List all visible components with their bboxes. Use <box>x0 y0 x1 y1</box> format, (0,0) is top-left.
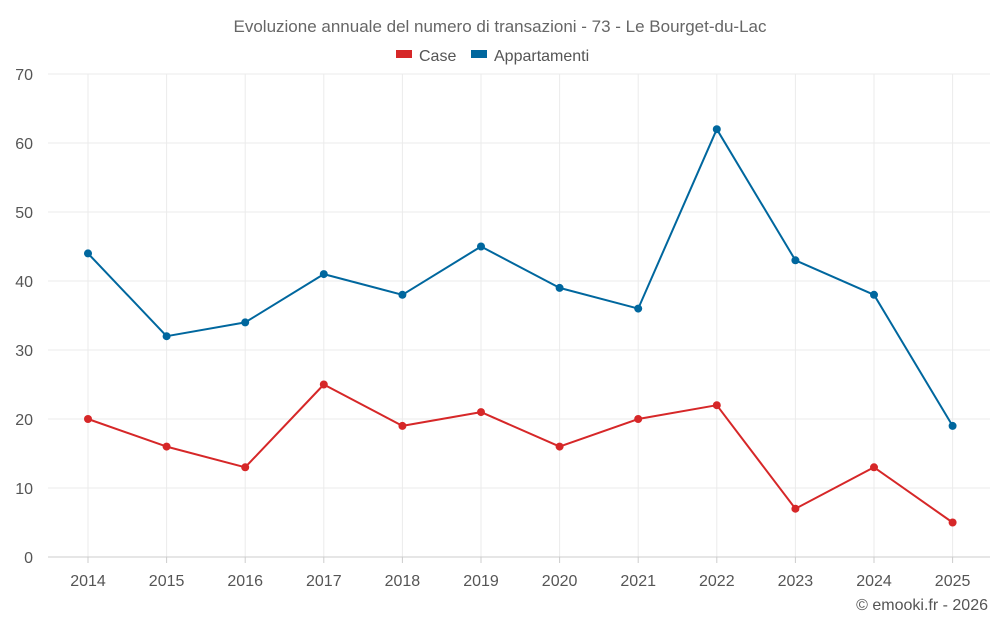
data-point-appartamenti[interactable] <box>634 304 643 313</box>
data-point-case[interactable] <box>555 442 564 451</box>
data-point-case[interactable] <box>948 518 957 527</box>
x-tick-label: 2022 <box>699 573 735 590</box>
data-point-appartamenti[interactable] <box>791 256 800 265</box>
data-point-appartamenti[interactable] <box>241 318 250 327</box>
y-tick-label: 0 <box>24 550 33 567</box>
grid <box>48 73 990 557</box>
x-tick-label: 2024 <box>856 573 892 590</box>
legend-swatch-appartamenti <box>471 50 487 58</box>
x-tick-label: 2014 <box>70 573 106 590</box>
data-point-appartamenti[interactable] <box>162 332 171 341</box>
data-point-appartamenti[interactable] <box>398 290 407 299</box>
data-point-appartamenti[interactable] <box>870 290 878 299</box>
x-tick-label: 2021 <box>620 573 656 590</box>
data-point-case[interactable] <box>477 408 485 417</box>
data-point-appartamenti[interactable] <box>319 270 328 279</box>
data-point-appartamenti[interactable] <box>477 242 485 251</box>
x-tick-label: 2019 <box>463 573 499 590</box>
chart-title: Evoluzione annuale del numero di transaz… <box>234 17 767 36</box>
data-point-case[interactable] <box>319 380 328 389</box>
credit-text: © emooki.fr - 2026 <box>856 597 988 614</box>
data-point-case[interactable] <box>398 421 407 430</box>
series-line-case <box>87 383 954 524</box>
y-tick-label: 50 <box>15 205 33 222</box>
data-point-case[interactable] <box>634 415 643 423</box>
data-point-case[interactable] <box>712 401 721 410</box>
x-tick-label: 2025 <box>935 573 971 590</box>
y-tick-label: 60 <box>15 136 33 153</box>
data-point-appartamenti[interactable] <box>555 283 564 292</box>
legend-label-case[interactable]: Case <box>419 48 456 65</box>
data-point-appartamenti[interactable] <box>712 125 721 134</box>
data-point-case[interactable] <box>870 463 878 472</box>
y-tick-label: 40 <box>15 274 33 291</box>
y-tick-label: 10 <box>15 481 33 498</box>
x-tick-label: 2018 <box>385 573 421 590</box>
legend: Case Appartamenti <box>396 48 589 65</box>
x-tick-label: 2020 <box>542 573 578 590</box>
legend-swatch-case <box>396 50 412 58</box>
data-point-case[interactable] <box>241 463 250 472</box>
axes: 0 10 20 30 40 50 60 70 2014 2015 2016 2017 2018 2019 2… <box>15 67 990 590</box>
series <box>84 125 957 527</box>
series-line-appartamenti <box>87 128 954 427</box>
y-tick-label: 20 <box>15 412 33 429</box>
y-tick-label: 70 <box>15 67 33 84</box>
x-tick-label: 2023 <box>778 573 814 590</box>
data-point-appartamenti[interactable] <box>948 421 957 430</box>
y-tick-label: 30 <box>15 343 33 360</box>
data-point-appartamenti[interactable] <box>84 249 92 258</box>
x-tick-label: 2016 <box>227 573 263 590</box>
x-tick-label: 2017 <box>306 573 342 590</box>
x-tick-label: 2015 <box>149 573 185 590</box>
data-point-case[interactable] <box>791 504 800 513</box>
data-point-case[interactable] <box>84 415 92 423</box>
data-point-case[interactable] <box>162 442 171 451</box>
legend-label-appartamenti[interactable]: Appartamenti <box>494 48 589 65</box>
